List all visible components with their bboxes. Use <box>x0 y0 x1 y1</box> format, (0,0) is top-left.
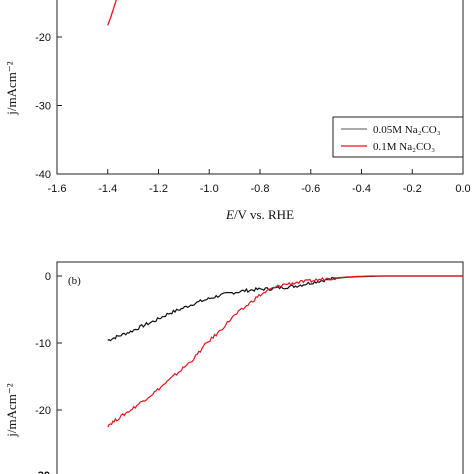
bottom-y-tick-clipped: -30 <box>34 470 50 474</box>
top-series-line-2 <box>107 0 117 26</box>
panel-label-b: (b) <box>68 275 81 287</box>
top-x-tick-label: -0.6 <box>301 183 320 195</box>
top-y-tick-label: -40 <box>35 169 51 181</box>
bottom-panel: 0 -10 -20 (b) j/mAcm⁻² -30 <box>4 261 464 474</box>
top-x-tick-label: -0.2 <box>403 183 422 195</box>
top-panel: -1.6 -1.4 -1.2 -1.0 -0.8 -0.6 -0.4 -0.2 0.0 -20-… <box>4 0 471 222</box>
legend-label-series-1: 0.05M Na₂CO₃ <box>373 124 441 136</box>
bottom-y-tick-label: -20 <box>35 405 51 417</box>
top-series <box>107 0 117 26</box>
bottom-y-axis-label: j/mAcm⁻² <box>4 383 19 437</box>
bottom-y-tick-label: 0 <box>45 271 51 283</box>
top-x-tick-label: -1.4 <box>98 183 117 195</box>
bottom-axes-frame <box>56 261 464 474</box>
top-x-tick-label: -0.4 <box>352 183 371 195</box>
top-x-tick-label: -1.2 <box>149 183 168 195</box>
bottom-series-line-1 <box>107 275 463 342</box>
x-axis-label-italic: E <box>225 207 234 222</box>
top-y-tick-label: -30 <box>35 101 51 113</box>
bottom-series <box>107 275 463 428</box>
top-x-tick-label: -1.6 <box>48 183 67 195</box>
top-y-tick-label: -20 <box>35 32 51 44</box>
x-axis-label-rest: /V vs. RHE <box>234 207 294 222</box>
legend-label-series-2: 0.1M Na₂CO₃ <box>373 141 435 153</box>
bottom-y-tick-label: -10 <box>35 338 51 350</box>
top-x-tick-label: -0.8 <box>251 183 270 195</box>
legend: 0.05M Na₂CO₃ 0.1M Na₂CO₃ <box>332 116 464 158</box>
top-x-tick-label: -1.0 <box>200 183 219 195</box>
top-x-tick-label: 0.0 <box>455 183 470 195</box>
top-x-axis-label: E/V vs. RHE <box>225 207 294 222</box>
top-x-ticks: -1.6 -1.4 -1.2 -1.0 -0.8 -0.6 -0.4 -0.2 0.0 <box>48 169 471 195</box>
bottom-series-line-2 <box>107 275 463 428</box>
legend-box <box>332 116 464 158</box>
top-y-ticks: -20 -30 -40 <box>35 32 62 181</box>
top-y-axis-label: j/mAcm⁻² <box>4 61 19 115</box>
bottom-y-ticks: 0 -10 -20 <box>35 271 62 417</box>
